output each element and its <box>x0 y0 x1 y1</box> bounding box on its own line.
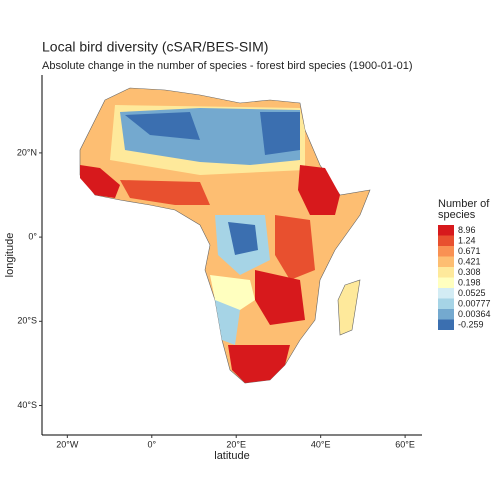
region <box>80 165 120 198</box>
legend-swatch <box>438 277 454 288</box>
legend-swatch <box>438 267 454 278</box>
y-tick-label: 0° <box>28 231 37 241</box>
y-axis-label: longitude <box>4 233 16 278</box>
legend-label: -0.259 <box>458 319 484 329</box>
y-tick-label: 40°S <box>17 400 37 410</box>
legend-swatch <box>438 309 454 320</box>
legend-swatch <box>438 256 454 267</box>
legend-swatch <box>438 235 454 246</box>
x-tick-label: 20°W <box>56 439 79 449</box>
map <box>79 87 371 384</box>
region <box>260 112 300 155</box>
region <box>255 270 305 325</box>
legend-label: 1.24 <box>458 235 476 245</box>
x-tick-label: 20°E <box>226 439 246 449</box>
region <box>228 222 258 255</box>
legend-label: 0.00777 <box>458 298 491 308</box>
region <box>228 345 290 383</box>
legend-swatch <box>438 288 454 299</box>
legend-label: 0.198 <box>458 277 481 287</box>
legend-label: 0.308 <box>458 267 481 277</box>
x-tick-label: 40°E <box>311 439 331 449</box>
legend-label: 0.421 <box>458 256 481 266</box>
region <box>215 300 240 345</box>
legend-label: 8.96 <box>458 225 476 235</box>
y-tick-label: 20°N <box>17 147 37 157</box>
region <box>275 215 315 280</box>
legend-title: species <box>438 209 476 221</box>
legend-swatch <box>438 246 454 257</box>
chart-subtitle: Absolute change in the number of species… <box>42 60 413 72</box>
chart-title: Local bird diversity (cSAR/BES-SIM) <box>42 39 268 55</box>
y-tick-label: 20°S <box>17 316 37 326</box>
madagascar <box>337 279 361 336</box>
legend-swatch <box>438 319 454 330</box>
region <box>125 112 200 140</box>
legend-swatch <box>438 298 454 309</box>
legend-label: 0.00364 <box>458 309 491 319</box>
region <box>298 165 340 215</box>
x-tick-label: 0° <box>147 439 156 449</box>
region <box>120 180 210 205</box>
legend-label: 0.671 <box>458 246 481 256</box>
x-tick-label: 60°E <box>395 439 415 449</box>
legend-swatch <box>438 225 454 236</box>
legend-label: 0.0525 <box>458 288 486 298</box>
x-axis-label: latitude <box>214 450 249 462</box>
legend-title: Number of <box>438 198 490 210</box>
